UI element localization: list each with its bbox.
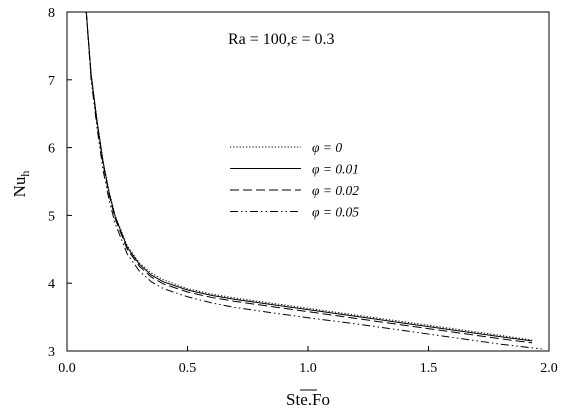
y-axis-title-main: Nu bbox=[10, 176, 29, 197]
chart-annotation: Ra = 100,ε = 0.3 bbox=[228, 31, 335, 48]
series-line-1 bbox=[85, 12, 533, 341]
axis-ticks: 0.0 0.5 1.0 1.5 2.0 3 4 5 6 7 8 bbox=[48, 6, 558, 376]
x-tick-label: 1.5 bbox=[420, 361, 438, 376]
series-lines bbox=[85, 12, 542, 350]
x-axis-title: Ste.Fo bbox=[286, 390, 330, 409]
legend-label-3: φ = 0.02 bbox=[312, 183, 359, 198]
plot-area bbox=[66, 11, 550, 352]
legend: φ = 0 φ = 0.01 φ = 0.02 φ = 0.05 bbox=[230, 140, 359, 220]
y-tick-label: 6 bbox=[48, 142, 55, 157]
y-axis-title-subscript: h bbox=[18, 171, 32, 177]
y-tick-label: 3 bbox=[48, 345, 55, 360]
series-line-4 bbox=[85, 12, 542, 350]
x-tick-label: 0.5 bbox=[179, 361, 197, 376]
series-line-2 bbox=[85, 12, 533, 342]
x-tick-label: 2.0 bbox=[540, 361, 558, 376]
y-tick-label: 4 bbox=[48, 277, 55, 292]
legend-label-4: φ = 0.05 bbox=[312, 205, 359, 220]
y-tick-label: 8 bbox=[48, 6, 55, 21]
series-line-3 bbox=[85, 12, 533, 344]
plot-frame bbox=[66, 11, 550, 352]
y-tick-label: 5 bbox=[48, 209, 55, 224]
x-tick-label: 0.0 bbox=[58, 361, 76, 376]
y-axis-title: Nuh bbox=[10, 171, 32, 198]
x-tick-label: 1.0 bbox=[299, 361, 317, 376]
legend-label-2: φ = 0.01 bbox=[312, 162, 359, 177]
y-tick-label: 7 bbox=[48, 74, 55, 89]
legend-label-1: φ = 0 bbox=[312, 140, 342, 155]
